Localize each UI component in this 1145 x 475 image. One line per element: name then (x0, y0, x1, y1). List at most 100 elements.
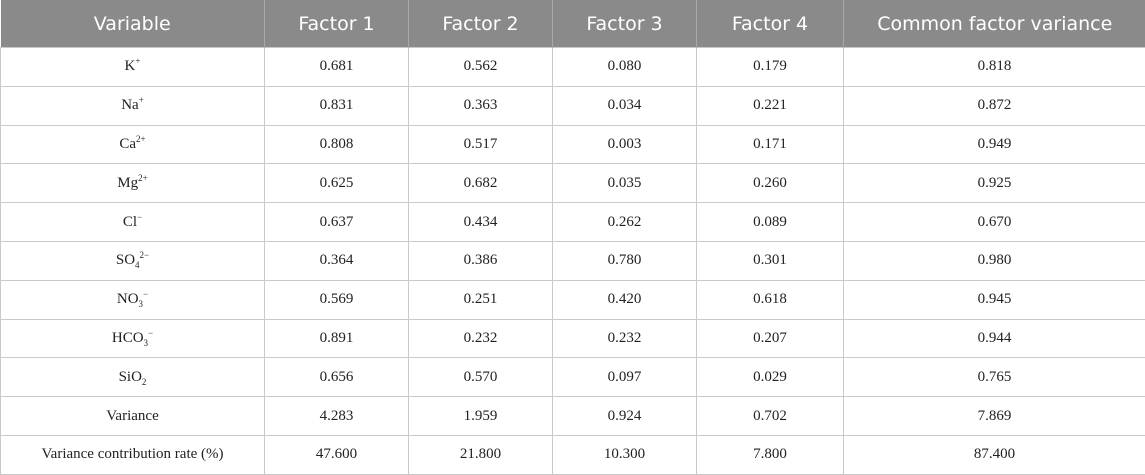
common-factor-variance-cell: 0.925 (844, 164, 1145, 203)
common-factor-variance-cell: 0.818 (844, 48, 1145, 87)
header-variable: Variable (1, 0, 265, 48)
header-factor-4: Factor 4 (697, 0, 844, 48)
factor-2-cell: 0.570 (409, 358, 553, 397)
factor-2-cell: 0.251 (409, 280, 553, 319)
factor-4-cell: 0.618 (697, 280, 844, 319)
factor-2-cell: 0.232 (409, 319, 553, 358)
variable-superscript: + (135, 56, 140, 66)
factor-2-cell: 1.959 (409, 397, 553, 436)
factor-1-cell: 0.625 (265, 164, 409, 203)
variable-label: Na (121, 97, 139, 113)
factor-1-cell: 0.831 (265, 86, 409, 125)
header-factor-2: Factor 2 (409, 0, 553, 48)
factor-3-cell: 0.420 (553, 280, 697, 319)
factor-2-cell: 0.562 (409, 48, 553, 87)
row-variable-cell: NO3− (1, 280, 265, 319)
factor-3-cell: 0.080 (553, 48, 697, 87)
factor-4-cell: 0.221 (697, 86, 844, 125)
variable-label: SiO (119, 369, 142, 385)
factor-2-cell: 0.434 (409, 203, 553, 242)
variable-label: Ca (119, 136, 136, 152)
factor-3-cell: 10.300 (553, 435, 697, 474)
row-variable-cell: Variance contribution rate (%) (1, 435, 265, 474)
factor-3-cell: 0.262 (553, 203, 697, 242)
variable-label: K (125, 58, 136, 74)
variable-superscript: + (139, 95, 144, 105)
factor-4-cell: 0.029 (697, 358, 844, 397)
factor-3-cell: 0.034 (553, 86, 697, 125)
factor-1-cell: 0.569 (265, 280, 409, 319)
header-row: Variable Factor 1 Factor 2 Factor 3 Fact… (1, 0, 1145, 48)
variable-label: HCO (112, 330, 144, 346)
common-factor-variance-cell: 0.945 (844, 280, 1145, 319)
header-factor-1: Factor 1 (265, 0, 409, 48)
factor-3-cell: 0.780 (553, 241, 697, 280)
factor-3-cell: 0.003 (553, 125, 697, 164)
factor-4-cell: 0.260 (697, 164, 844, 203)
factor-1-cell: 0.808 (265, 125, 409, 164)
common-factor-variance-cell: 0.944 (844, 319, 1145, 358)
variable-label: Cl (123, 214, 137, 230)
factor-4-cell: 0.179 (697, 48, 844, 87)
factor-1-cell: 0.891 (265, 319, 409, 358)
factor-1-cell: 0.656 (265, 358, 409, 397)
factor-2-cell: 0.517 (409, 125, 553, 164)
factor-2-cell: 0.682 (409, 164, 553, 203)
factor-1-cell: 0.364 (265, 241, 409, 280)
variable-label: Variance (106, 408, 158, 424)
table-header: Variable Factor 1 Factor 2 Factor 3 Fact… (1, 0, 1145, 48)
common-factor-variance-cell: 0.980 (844, 241, 1145, 280)
factor-4-cell: 0.171 (697, 125, 844, 164)
variable-superscript: 2+ (136, 134, 146, 144)
header-factor-3: Factor 3 (553, 0, 697, 48)
factor-3-cell: 0.924 (553, 397, 697, 436)
factor-4-cell: 0.702 (697, 397, 844, 436)
factor-4-cell: 0.089 (697, 203, 844, 242)
factor-2-cell: 0.363 (409, 86, 553, 125)
common-factor-variance-cell: 0.765 (844, 358, 1145, 397)
row-variable-cell: Variance (1, 397, 265, 436)
variable-superscript: − (148, 328, 153, 338)
variable-subscript: 3 (144, 338, 149, 348)
variable-superscript: − (137, 212, 142, 222)
factor-4-cell: 0.207 (697, 319, 844, 358)
row-variable-cell: Na+ (1, 86, 265, 125)
factor-3-cell: 0.035 (553, 164, 697, 203)
factor-4-cell: 7.800 (697, 435, 844, 474)
variable-superscript: − (143, 289, 148, 299)
factor-2-cell: 21.800 (409, 435, 553, 474)
common-factor-variance-cell: 87.400 (844, 435, 1145, 474)
variable-label: NO (117, 291, 139, 307)
common-factor-variance-cell: 0.949 (844, 125, 1145, 164)
factor-1-cell: 4.283 (265, 397, 409, 436)
factor-2-cell: 0.386 (409, 241, 553, 280)
variable-subscript: 4 (135, 260, 140, 270)
common-factor-variance-cell: 7.869 (844, 397, 1145, 436)
variable-label: SO (116, 252, 135, 268)
factor-3-cell: 0.097 (553, 358, 697, 397)
row-variable-cell: Mg2+ (1, 164, 265, 203)
row-variable-cell: SO42− (1, 241, 265, 280)
factor-3-cell: 0.232 (553, 319, 697, 358)
row-variable-cell: HCO3− (1, 319, 265, 358)
header-common-factor-variance: Common factor variance (844, 0, 1145, 48)
variable-superscript: 2+ (138, 173, 148, 183)
variable-subscript: 3 (139, 299, 144, 309)
factor-1-cell: 47.600 (265, 435, 409, 474)
common-factor-variance-cell: 0.872 (844, 86, 1145, 125)
common-factor-variance-cell: 0.670 (844, 203, 1145, 242)
row-variable-cell: SiO2 (1, 358, 265, 397)
variable-superscript: 2− (140, 250, 150, 260)
